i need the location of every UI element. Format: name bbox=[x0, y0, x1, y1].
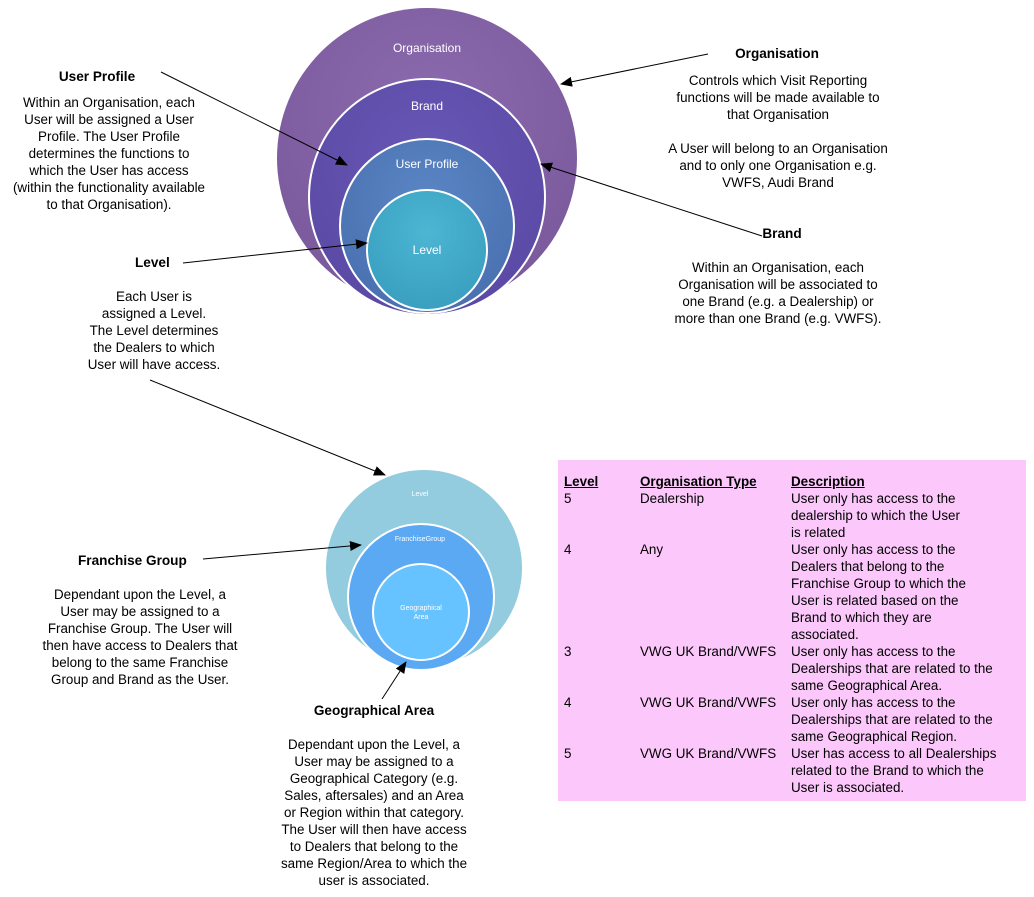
brand-note: Brand Within an Organisation, each Organ… bbox=[660, 225, 896, 327]
brand-arrow bbox=[540, 162, 763, 237]
level-note: Level Each User is assigned a Level. The… bbox=[70, 254, 238, 373]
brand-circle-label: Brand bbox=[411, 99, 443, 113]
organisation-heading: Organisation bbox=[735, 46, 819, 61]
organisation-type-cell: Any bbox=[640, 542, 664, 557]
level-table-panel: Level Organisation Type Description 5 De… bbox=[558, 460, 1026, 801]
table-row: 5 Dealership User only has access to the… bbox=[564, 490, 1011, 541]
table-row: 4 VWG UK Brand/VWFS User only has access… bbox=[564, 694, 1011, 745]
table-row: 5 VWG UK Brand/VWFS User has access to a… bbox=[564, 745, 1011, 796]
user-profile-description: Within an Organisation, each User will b… bbox=[12, 95, 206, 212]
franchise-group-circle-label: FranchiseGroup bbox=[395, 536, 445, 543]
organisation-type-column-header: Organisation Type bbox=[640, 474, 757, 489]
level-to-bottom-arrow bbox=[149, 379, 386, 476]
geographical-area-circle bbox=[372, 563, 470, 661]
bottom-level-circle-label: Level bbox=[412, 491, 429, 498]
level-cell: 5 bbox=[564, 746, 572, 761]
level-circle bbox=[366, 189, 488, 311]
user-profile-arrow bbox=[160, 71, 348, 166]
brand-description: Within an Organisation, each Organisatio… bbox=[674, 260, 882, 326]
franchise-group-heading: Franchise Group bbox=[78, 553, 187, 568]
franchise-group-description: Dependant upon the Level, a User may be … bbox=[42, 587, 238, 687]
description-cell: User only has access to the dealership t… bbox=[791, 491, 960, 540]
organisation-circle-label: Organisation bbox=[393, 41, 461, 55]
user-profile-note: User Profile Within an Organisation, eac… bbox=[0, 68, 218, 213]
level-cell: 5 bbox=[564, 491, 572, 506]
level-cell: 4 bbox=[564, 695, 572, 710]
level-cell: 4 bbox=[564, 542, 572, 557]
level-column-header: Level bbox=[564, 474, 599, 489]
organisation-type-cell: VWG UK Brand/VWFS bbox=[640, 644, 777, 659]
geographical-area-note: Geographical Area Dependant upon the Lev… bbox=[262, 702, 486, 889]
franchise-group-note: Franchise Group Dependant upon the Level… bbox=[30, 552, 250, 688]
organisation-type-cell: VWG UK Brand/VWFS bbox=[640, 695, 777, 710]
organisation-description: Controls which Visit Reporting functions… bbox=[676, 73, 880, 122]
description-cell: User only has access to the Dealerships … bbox=[791, 644, 993, 693]
user-profile-heading: User Profile bbox=[58, 69, 136, 84]
level-arrow bbox=[182, 239, 368, 264]
franchise-group-arrow bbox=[202, 540, 362, 560]
level-description: Each User is assigned a Level. The Level… bbox=[87, 289, 221, 372]
organisation-note: Organisation Controls which Visit Report… bbox=[652, 45, 904, 191]
table-row: 4 Any User only has access to the Dealer… bbox=[564, 541, 1011, 643]
brand-heading: Brand bbox=[762, 226, 802, 241]
level-table-header-row: Level Organisation Type Description bbox=[564, 473, 1011, 490]
description-cell: User has access to all Dealerships relat… bbox=[791, 746, 997, 795]
organisation-membership-description: A User will belong to an Organisation an… bbox=[668, 141, 888, 190]
description-column-header: Description bbox=[791, 474, 865, 489]
level-cell: 3 bbox=[564, 644, 572, 659]
table-row: 3 VWG UK Brand/VWFS User only has access… bbox=[564, 643, 1011, 694]
level-circle-label: Level bbox=[413, 243, 442, 257]
geographical-area-description: Dependant upon the Level, a User may be … bbox=[280, 737, 468, 888]
geographical-area-label-line2: Area bbox=[414, 614, 429, 621]
level-table: Level Organisation Type Description 5 De… bbox=[564, 473, 1011, 796]
description-cell: User only has access to the Dealers that… bbox=[791, 542, 966, 642]
geographical-area-heading: Geographical Area bbox=[313, 703, 435, 718]
geographical-area-arrow bbox=[381, 661, 407, 700]
user-profile-circle-label: User Profile bbox=[396, 157, 459, 171]
level-heading: Level bbox=[135, 255, 170, 270]
geographical-area-label-line1: Geographical bbox=[400, 605, 442, 612]
organisation-arrow bbox=[560, 53, 709, 87]
organisation-type-cell: Dealership bbox=[640, 491, 705, 506]
description-cell: User only has access to the Dealerships … bbox=[791, 695, 993, 744]
organisation-type-cell: VWG UK Brand/VWFS bbox=[640, 746, 777, 761]
